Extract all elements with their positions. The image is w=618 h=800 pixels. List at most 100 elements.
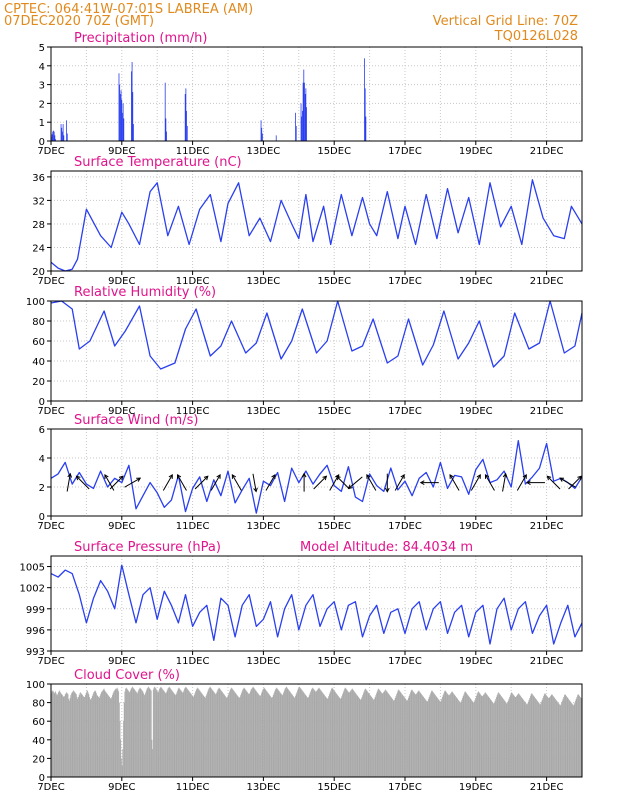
wind-arrow-head: [335, 475, 341, 481]
cloud-bar: [376, 691, 378, 777]
wind-arrow: [470, 474, 481, 491]
cloud-bar: [339, 697, 341, 777]
cloud-bar: [438, 699, 440, 777]
cloud-bar: [326, 697, 328, 777]
cloud-bar: [171, 690, 173, 777]
cloud-bar: [539, 704, 541, 777]
cloud-bar: [353, 690, 355, 777]
cloud-bar: [502, 698, 504, 777]
wind-arrow: [485, 474, 495, 491]
wind-arrow: [559, 477, 576, 488]
cloud-bar: [159, 688, 160, 777]
cloud-bar: [408, 697, 409, 777]
y-tick-label: 60: [32, 717, 45, 728]
cloud-bar: [413, 692, 415, 777]
cloud-bar: [466, 694, 468, 777]
cloud-bar: [524, 701, 526, 777]
cloud-bar: [167, 688, 169, 777]
cloud-bar: [123, 702, 125, 777]
y-tick-label: 60: [32, 337, 45, 348]
cloud-bar: [435, 696, 437, 777]
cloud-bar: [314, 690, 316, 777]
cloud-bar: [261, 691, 263, 777]
cloud-bar: [353, 691, 355, 777]
y-tick-label: 999: [26, 605, 45, 616]
cloud-bar: [377, 689, 379, 777]
cloud-bar: [89, 697, 90, 777]
cloud-bar: [430, 691, 432, 777]
y-tick-label: 996: [26, 626, 45, 637]
cloud-bar: [112, 695, 113, 777]
cloud-bar: [385, 689, 386, 777]
y-tick-label: 5: [39, 43, 45, 54]
cloud-bar: [277, 689, 279, 777]
series-line: [50, 564, 583, 645]
cloud-bar: [281, 695, 283, 777]
cloud-bar: [301, 690, 303, 777]
cloud-bar: [357, 696, 359, 777]
cloud-bar: [411, 689, 413, 777]
cloud-bar: [420, 693, 422, 777]
panel-2: 20 24 28 32 36 7DEC 9DEC 11DEC 13DEC 15DEC 17DEC 19…: [32, 155, 583, 287]
wind-arrow: [76, 475, 90, 490]
cloud-bar: [390, 697, 392, 777]
precip-bar: [131, 62, 133, 141]
x-tick-label: 19DEC: [459, 406, 493, 417]
cloud-bar: [87, 692, 89, 777]
cloud-bar: [286, 687, 288, 777]
x-tick-label: 9DEC: [108, 521, 135, 532]
cloud-bar: [342, 694, 343, 777]
x-tick-label: 15DEC: [317, 782, 351, 793]
cloud-bar: [199, 690, 201, 777]
wind-arrow-head: [546, 475, 552, 481]
cloud-bar: [188, 691, 190, 777]
cloud-bar: [321, 691, 323, 777]
cloud-bar: [316, 690, 318, 777]
cloud-bar: [184, 687, 186, 777]
cloud-bar: [160, 686, 162, 777]
cloud-bar: [166, 692, 167, 777]
precip-bar: [186, 110, 187, 141]
panel-title: Surface Pressure (hPa): [74, 540, 221, 555]
wind-arrow-head: [203, 475, 209, 481]
cloud-bar: [198, 689, 200, 777]
cloud-bar: [525, 702, 526, 777]
cloud-bar: [289, 691, 291, 777]
precip-bar: [303, 69, 305, 141]
cloud-bar: [93, 692, 95, 777]
cloud-bar: [232, 689, 234, 777]
cloud-bar: [453, 694, 455, 777]
cloud-bar: [249, 693, 251, 777]
cloud-bar: [269, 695, 271, 777]
wind-arrow-head: [449, 473, 454, 479]
cloud-bar: [173, 693, 175, 777]
cloud-bar: [441, 697, 443, 777]
cloud-bar: [427, 700, 429, 777]
cloud-bar: [258, 694, 260, 777]
cloud-bar: [541, 699, 543, 777]
precip-bar: [54, 135, 56, 141]
y-tick-label: 20: [32, 377, 45, 388]
wind-arrow: [516, 474, 527, 491]
series-line: [50, 179, 583, 272]
cloud-bar: [410, 690, 412, 777]
cloud-bar: [230, 688, 232, 777]
series-line: [50, 300, 583, 370]
cloud-bar: [191, 695, 193, 777]
cloud-bar: [132, 687, 134, 777]
cloud-bar: [489, 697, 490, 777]
cloud-bar: [496, 697, 497, 777]
cloud-bar: [498, 693, 500, 777]
cloud-bar: [226, 697, 228, 777]
cloud-bar: [135, 691, 137, 777]
cloud-bar: [86, 691, 88, 777]
x-tick-label: 19DEC: [459, 782, 493, 793]
cloud-bar: [220, 690, 222, 777]
wind-arrow-head: [347, 484, 353, 490]
cloud-bar: [463, 694, 465, 777]
cloud-bar: [462, 697, 463, 777]
cloud-bar: [290, 693, 292, 777]
cloud-bar: [560, 704, 562, 777]
plot-area: [51, 556, 582, 651]
